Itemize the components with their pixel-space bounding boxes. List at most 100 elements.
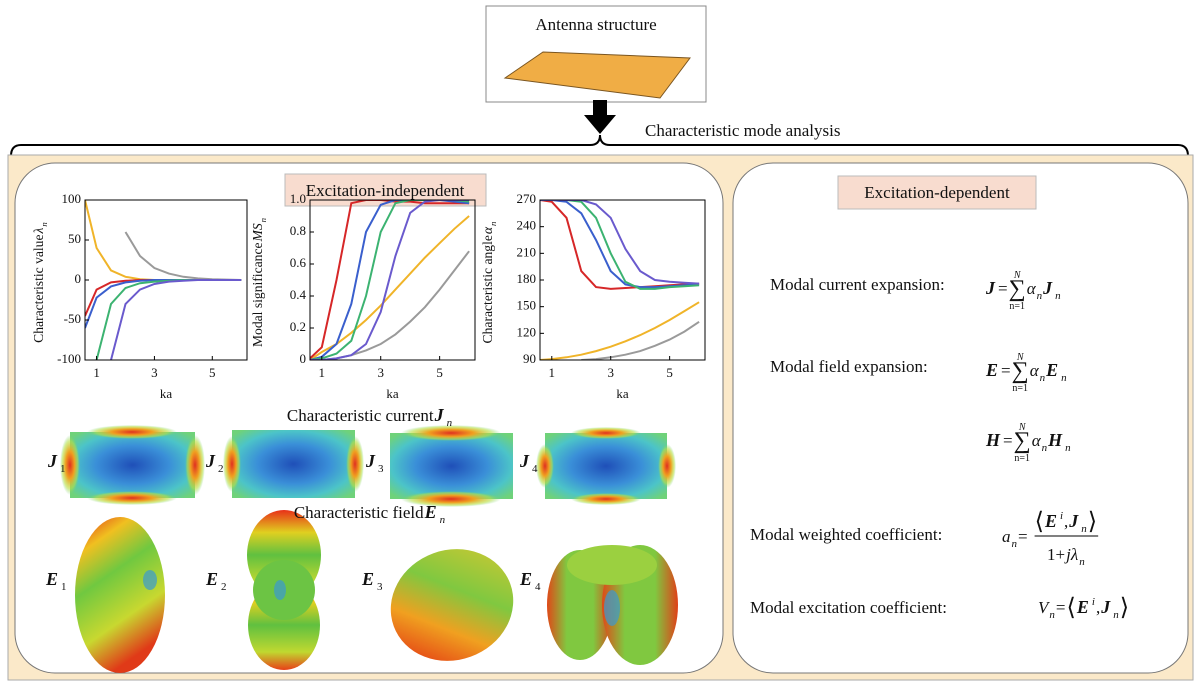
- y-tick-label: 50: [68, 231, 81, 246]
- y-tick-label: 90: [523, 351, 536, 366]
- formula-part: α: [480, 226, 495, 234]
- formula-part: ⟨: [1035, 509, 1044, 535]
- formula-part: α: [1032, 431, 1042, 450]
- formula-part: n: [1012, 538, 1018, 550]
- formula-part: jλ: [1064, 545, 1078, 564]
- formula-part: Characteristic current: [287, 406, 434, 425]
- formula-part: Characteristic angle: [480, 235, 495, 343]
- formula-part: 1+: [1047, 545, 1065, 564]
- formula-part: J: [365, 451, 376, 471]
- formula-part: 2: [221, 581, 227, 593]
- formula-part: J: [1068, 511, 1079, 531]
- formula-part: n: [447, 417, 453, 429]
- diagram: Antenna structure Characteristic mode an…: [0, 0, 1201, 682]
- excitation-label: Modal excitation coefficient:: [750, 598, 947, 617]
- formula-part: N: [1013, 270, 1022, 281]
- formula-part: MS: [250, 223, 265, 242]
- formula-part: =: [1056, 598, 1066, 617]
- formula-part: n: [488, 221, 498, 226]
- formula-part: N: [1018, 422, 1027, 433]
- y-tick-label: 240: [517, 218, 537, 233]
- x-tick-label: 5: [436, 365, 443, 380]
- y-tick-label: 1.0: [290, 191, 306, 206]
- arrow-shaft: [593, 100, 607, 116]
- x-tick-label: 5: [209, 365, 216, 380]
- formula-part: n: [1113, 609, 1119, 621]
- antenna-title: Antenna structure: [535, 15, 656, 34]
- formula-part: n=1: [1014, 453, 1030, 464]
- formula-part: E: [361, 569, 374, 589]
- formula-part: E: [985, 360, 998, 380]
- formula-part: =: [1018, 527, 1028, 546]
- x-tick-label: 5: [666, 365, 673, 380]
- formula-part: n: [258, 217, 268, 222]
- formula-part: n: [39, 222, 49, 227]
- formula-part: H: [1047, 430, 1063, 450]
- arrow-head: [584, 115, 616, 134]
- formula-part: λ: [31, 227, 46, 234]
- formula-part: n: [1040, 372, 1046, 384]
- formula-part: n: [440, 514, 446, 526]
- x-tick-label: 1: [549, 365, 556, 380]
- formula-part: E: [424, 502, 437, 522]
- x-tick-label: 3: [151, 365, 158, 380]
- x-tick-label: 3: [607, 365, 614, 380]
- formula-part: =: [998, 279, 1008, 298]
- x-tick-label: 1: [319, 365, 326, 380]
- formula-part: E: [519, 569, 532, 589]
- formula-part: 4: [532, 463, 538, 475]
- formula-part: J: [1042, 278, 1053, 298]
- formula-part: n: [1079, 556, 1085, 568]
- weighted-label: Modal weighted coefficient:: [750, 525, 942, 544]
- formula-part: ⟩: [1120, 595, 1129, 621]
- formula-part: ,: [1096, 598, 1100, 617]
- formula-part: =: [1003, 431, 1013, 450]
- formula-part: a: [1002, 527, 1011, 546]
- y-tick-label: -50: [64, 311, 81, 326]
- formula-part: N: [1016, 352, 1025, 363]
- x-tick-label: 1: [93, 365, 100, 380]
- y-tick-label: 120: [517, 324, 537, 339]
- y-tick-label: 150: [517, 298, 537, 313]
- formula-part: Characteristic value: [31, 234, 46, 342]
- formula-part: J: [47, 451, 58, 471]
- formula-part: 3: [378, 463, 384, 475]
- dependent-title: Excitation-dependent: [864, 183, 1010, 202]
- formula-part: E: [205, 569, 218, 589]
- formula-part: J: [519, 451, 530, 471]
- formula-part: E: [1045, 360, 1058, 380]
- x-axis-label: ka: [386, 386, 399, 401]
- y-tick-label: 0.6: [290, 255, 307, 270]
- formula-part: J: [1100, 597, 1111, 617]
- formula-part: E: [45, 569, 58, 589]
- y-tick-label: 0.8: [290, 223, 306, 238]
- formula-part: 1: [61, 581, 67, 593]
- analysis-label: Characteristic mode analysis: [645, 121, 840, 140]
- formula-part: n=1: [1009, 301, 1025, 312]
- formula-part: n: [1065, 442, 1071, 454]
- y-tick-label: 0.2: [290, 319, 306, 334]
- field-expansion-label: Modal field expansion:: [770, 357, 928, 376]
- formula-part: α: [1027, 279, 1037, 298]
- formula-part: n=1: [1012, 383, 1028, 394]
- current-expansion-label: Modal current expansion:: [770, 275, 945, 294]
- formula-part: 1: [60, 463, 66, 475]
- y-tick-label: 210: [517, 244, 537, 259]
- formula-part: n: [1055, 290, 1061, 302]
- formula-part: J: [985, 278, 996, 298]
- x-tick-label: 3: [377, 365, 384, 380]
- formula-part: n: [1042, 442, 1048, 454]
- y-tick-label: 270: [517, 191, 537, 206]
- formula-part: i: [1092, 596, 1095, 608]
- formula-part: n: [1037, 290, 1043, 302]
- formula-part: n: [1081, 523, 1087, 535]
- x-axis-label: ka: [160, 386, 173, 401]
- y-tick-label: -100: [57, 351, 81, 366]
- formula-part: J: [434, 405, 445, 425]
- formula-part: ⟨: [1066, 595, 1075, 621]
- formula-part: 4: [535, 581, 541, 593]
- brace: [11, 135, 1188, 156]
- y-tick-label: 0.4: [290, 287, 307, 302]
- formula-part: E: [1044, 511, 1057, 531]
- formula-part: α: [1030, 361, 1040, 380]
